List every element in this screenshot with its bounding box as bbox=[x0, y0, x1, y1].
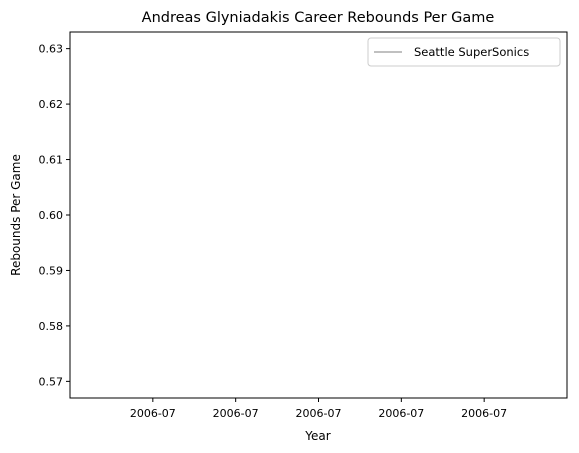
y-tick-label: 0.58 bbox=[39, 320, 64, 333]
legend-label: Seattle SuperSonics bbox=[414, 45, 529, 59]
x-tick-label: 2006-07 bbox=[461, 407, 507, 420]
x-axis-ticks: 2006-07 2006-07 2006-07 2006-07 2006-07 bbox=[130, 398, 507, 420]
legend: Seattle SuperSonics bbox=[367, 37, 561, 67]
legend-box bbox=[367, 37, 561, 67]
y-tick-label: 0.59 bbox=[39, 264, 64, 277]
x-tick-label: 2006-07 bbox=[130, 407, 176, 420]
chart-title: Andreas Glyniadakis Career Rebounds Per … bbox=[142, 10, 495, 26]
x-axis-label: Year bbox=[304, 429, 330, 443]
y-tick-label: 0.63 bbox=[39, 43, 64, 56]
y-tick-label: 0.57 bbox=[39, 375, 64, 388]
y-tick-label: 0.62 bbox=[39, 98, 64, 111]
y-tick-label: 0.60 bbox=[39, 209, 64, 222]
y-axis-ticks: 0.57 0.58 0.59 0.60 0.61 0.62 0.63 bbox=[39, 43, 70, 388]
x-tick-label: 2006-07 bbox=[296, 407, 342, 420]
x-tick-label: 2006-07 bbox=[213, 407, 259, 420]
y-tick-label: 0.61 bbox=[39, 154, 64, 167]
plot-area bbox=[69, 31, 568, 399]
x-tick-label: 2006-07 bbox=[378, 407, 424, 420]
y-axis-label: Rebounds Per Game bbox=[9, 154, 23, 276]
